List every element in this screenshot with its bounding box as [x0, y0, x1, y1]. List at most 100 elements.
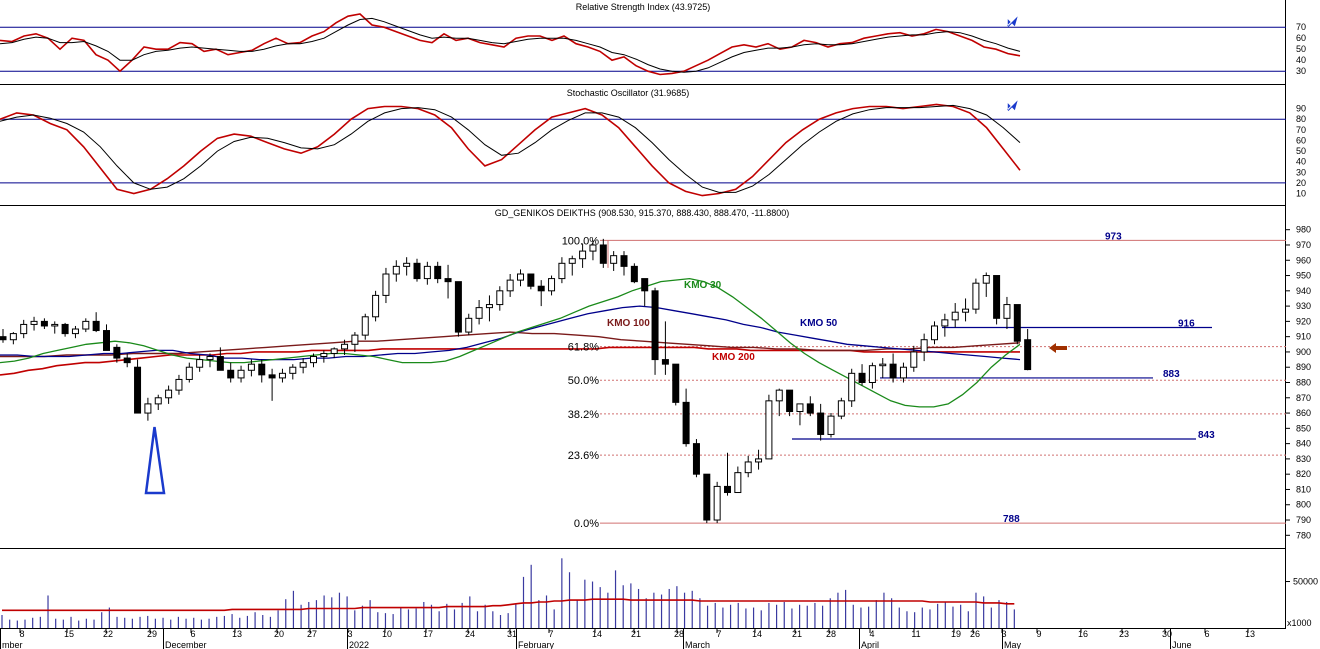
- candlestick: [423, 261, 431, 285]
- month-label: 2022: [349, 640, 369, 649]
- candle-body: [30, 320, 38, 325]
- candle-body: [993, 275, 1001, 319]
- volume-panel: 50000 x1000: [1, 558, 1318, 628]
- candle-body: [568, 258, 576, 264]
- candle-body: [724, 485, 731, 494]
- candlestick: [9, 332, 17, 345]
- stochastic-y-tick: 40: [1296, 157, 1306, 167]
- kmo30-line: [0, 277, 1021, 408]
- candle-body: [113, 346, 121, 359]
- price-y-tick: 980: [1296, 225, 1311, 235]
- x-tick-label: 21: [631, 629, 641, 639]
- x-tick-label: 7: [716, 629, 721, 639]
- rsi-series-line: [0, 13, 1021, 76]
- candlestick: [899, 362, 907, 383]
- candle-body: [682, 401, 690, 445]
- stochastic-y-tick: 50: [1296, 146, 1306, 156]
- kmo200-label: KMO 200: [712, 352, 755, 363]
- x-tick-label: 8: [19, 629, 24, 639]
- candlestick: [216, 347, 224, 371]
- candle-body: [237, 369, 245, 379]
- rsi-panel: Relative Strength Index (43.9725) 706050…: [0, 2, 1306, 76]
- price-y-tick: 950: [1296, 271, 1311, 281]
- fibonacci-label: 0.0%: [574, 518, 599, 530]
- volume-y-tick: 50000: [1293, 577, 1318, 587]
- candle-body: [765, 400, 773, 460]
- x-tick-label: 15: [64, 629, 74, 639]
- buy-signal-triangle-icon: [144, 426, 166, 495]
- candlestick: [630, 263, 638, 284]
- month-label: February: [518, 640, 555, 649]
- x-tick-label: 31: [507, 629, 517, 639]
- candlestick: [806, 396, 814, 417]
- candle-body: [496, 290, 504, 306]
- candlestick: [692, 439, 700, 478]
- x-tick-label: 28: [826, 629, 836, 639]
- candlestick: [403, 257, 411, 276]
- month-label: June: [1172, 640, 1192, 649]
- price-y-tick: 960: [1296, 255, 1311, 265]
- candle-body: [548, 278, 556, 292]
- candle-body: [9, 333, 17, 341]
- x-tick-label: 14: [752, 629, 762, 639]
- candle-body: [206, 356, 214, 361]
- x-tick-label: 6: [190, 629, 195, 639]
- candlestick: [320, 350, 328, 363]
- price-y-tick: 800: [1296, 500, 1311, 510]
- x-tick-label: 14: [592, 629, 602, 639]
- kmo100-line: [0, 331, 1021, 358]
- x-tick-label: 28: [674, 629, 684, 639]
- price-y-tick: 820: [1296, 469, 1311, 479]
- rsi-title: Relative Strength Index (43.9725): [576, 2, 711, 12]
- stochastic-y-tick: 20: [1296, 178, 1306, 188]
- candlestick: [496, 286, 504, 311]
- candlestick: [537, 280, 545, 307]
- candle-body: [258, 363, 266, 376]
- candlestick: [392, 260, 400, 282]
- candlestick: [724, 452, 731, 496]
- candle-body: [175, 378, 183, 391]
- month-label: May: [1004, 640, 1022, 649]
- candlestick: [372, 290, 380, 322]
- candle-body: [20, 323, 28, 335]
- candlestick: [548, 275, 556, 296]
- candle-body: [299, 362, 307, 368]
- x-tick-label: 21: [792, 629, 802, 639]
- candle-body: [423, 265, 431, 280]
- price-y-tick: 890: [1296, 362, 1311, 372]
- candlestick: [775, 388, 783, 417]
- candle-body: [61, 323, 69, 335]
- x-tick-label: 23: [1119, 629, 1129, 639]
- candlestick: [837, 397, 845, 420]
- candle-body: [589, 244, 597, 252]
- candlestick: [454, 281, 462, 337]
- candlestick: [517, 269, 524, 287]
- candle-body: [755, 458, 763, 463]
- candle-body: [661, 359, 669, 365]
- x-tick-label: 29: [147, 629, 157, 639]
- candle-body: [465, 317, 473, 333]
- candlestick: [889, 353, 897, 383]
- candlestick: [103, 324, 110, 351]
- rsi-y-tick: 60: [1296, 33, 1306, 43]
- price-y-tick: 970: [1296, 240, 1311, 250]
- candle-body: [92, 320, 100, 332]
- candle-body: [103, 330, 110, 351]
- level-value-label: 843: [1198, 430, 1215, 441]
- candle-body: [786, 389, 794, 413]
- x-tick-label: 11: [911, 629, 920, 639]
- rsi-series-line: [0, 17, 1021, 73]
- x-tick-label: 10: [382, 629, 392, 639]
- candlestick: [993, 275, 1001, 325]
- x-tick-label: 13: [1245, 629, 1255, 639]
- price-y-tick: 900: [1296, 347, 1311, 357]
- candle-body: [858, 372, 866, 384]
- candle-body: [982, 275, 990, 284]
- candlestick: [434, 261, 442, 284]
- kmo100-label: KMO 100: [607, 318, 650, 329]
- candlestick: [134, 359, 142, 414]
- x-tick-label: 3: [347, 629, 352, 639]
- x-tick-label: 9: [1036, 629, 1041, 639]
- candlestick: [641, 278, 649, 307]
- level-value-label: 883: [1163, 369, 1180, 380]
